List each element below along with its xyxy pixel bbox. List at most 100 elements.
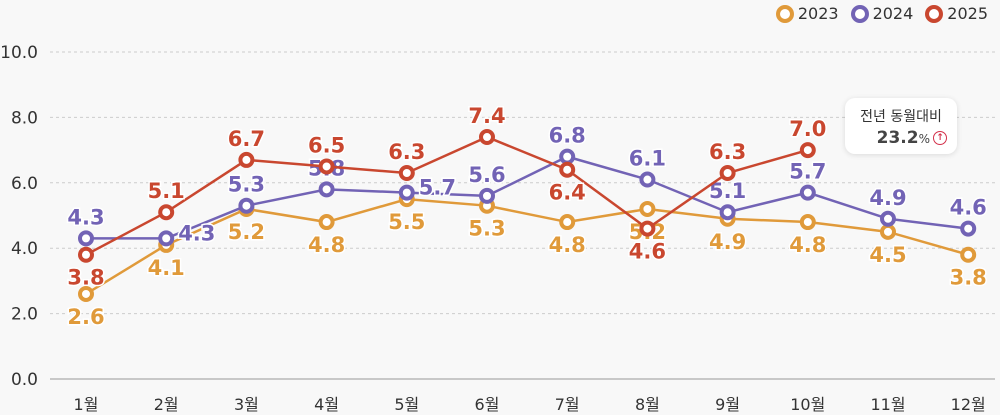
data-label: 6.1: [629, 147, 666, 171]
legend-item-2024[interactable]: 2024: [850, 4, 914, 23]
series-2025: 3.8 5.1 6.7 6.5 6.3 7.4 6.4 4.6 6.3 7.0: [66, 103, 828, 292]
data-label: 4.9: [869, 186, 906, 210]
series-2024: 4.34.35.35.85.75.66.86.15.15.74.94.6: [66, 122, 988, 247]
data-point[interactable]: [639, 220, 656, 237]
data-point[interactable]: [479, 129, 495, 146]
data-point[interactable]: [559, 148, 576, 165]
legend-label: 2025: [947, 4, 988, 23]
data-label: 5.3: [228, 173, 265, 197]
y-tick-label: 10.0: [0, 43, 38, 63]
data-point[interactable]: [318, 158, 335, 175]
y-tick-label: 0.0: [11, 370, 38, 390]
x-tick-label: 8월: [635, 395, 660, 414]
tooltip-value: 23.2% ↑: [877, 128, 947, 148]
data-point[interactable]: [960, 220, 977, 237]
data-point[interactable]: [479, 187, 495, 204]
data-point[interactable]: [559, 214, 576, 231]
data-label: 2.6: [67, 305, 104, 329]
data-label: 5.6: [468, 163, 505, 187]
data-label: 5.2: [228, 220, 265, 244]
arrow-up-circle-icon: ↑: [933, 131, 947, 145]
data-label: 5.1: [148, 179, 185, 203]
data-point[interactable]: [158, 230, 175, 247]
x-tick-label: 9월: [715, 395, 740, 414]
data-label: 4.8: [789, 233, 826, 257]
data-point[interactable]: [559, 161, 576, 178]
legend: 2023 2024 2025: [775, 4, 988, 23]
data-label: 4.8: [308, 233, 345, 257]
data-label: 6.5: [308, 133, 345, 157]
data-label: 4.5: [869, 243, 906, 267]
data-point[interactable]: [78, 246, 94, 263]
data-point[interactable]: [880, 223, 896, 240]
y-tick-label: 6.0: [11, 174, 38, 194]
data-point[interactable]: [799, 184, 816, 201]
data-point[interactable]: [238, 197, 255, 214]
legend-marker-icon: [925, 4, 944, 23]
data-label: 7.0: [789, 117, 826, 141]
tooltip-number: 23.2: [876, 128, 919, 148]
data-label: 4.6: [629, 240, 666, 264]
data-point[interactable]: [639, 200, 656, 217]
legend-label: 2023: [797, 4, 839, 23]
data-label: 5.2: [629, 220, 666, 244]
y-tick-label: 4.0: [11, 239, 38, 259]
data-point[interactable]: [238, 151, 255, 168]
data-label: 5.3: [468, 217, 505, 241]
x-tick-label: 12월: [951, 395, 986, 414]
legend-item-2025[interactable]: 2025: [925, 4, 988, 23]
data-label: 4.1: [148, 256, 185, 280]
yoy-tooltip: 전년 동월대비 23.2% ↑: [845, 98, 957, 154]
series-2023: 2.6 4.1 5.2 4.8 5.5 5.3 4.8 5.2 4.9 4.8 4.5 3.8: [66, 191, 988, 330]
data-point[interactable]: [78, 230, 94, 247]
data-point[interactable]: [158, 204, 175, 221]
x-tick-label: 3월: [234, 395, 259, 414]
x-tick-label: 6월: [475, 395, 500, 414]
data-label: 5.7: [789, 160, 826, 184]
data-label: 6.8: [549, 124, 586, 148]
x-tick-label: 5월: [394, 395, 419, 414]
data-label: 4.8: [549, 233, 586, 257]
data-point[interactable]: [639, 171, 656, 188]
data-label: 3.8: [67, 266, 104, 290]
tooltip-title: 전년 동월대비: [860, 109, 942, 125]
data-point[interactable]: [799, 214, 816, 231]
y-tick-label: 2.0: [11, 305, 38, 325]
legend-item-2023[interactable]: 2023: [775, 4, 839, 23]
data-point[interactable]: [799, 142, 816, 159]
data-label: 3.8: [950, 266, 987, 290]
y-tick-label: 8.0: [11, 108, 38, 128]
x-tick-label: 1월: [74, 395, 99, 414]
data-label: 4.3: [178, 221, 215, 245]
legend-label: 2024: [872, 4, 914, 23]
data-label: 4.6: [950, 196, 987, 220]
data-label: 5.7: [419, 176, 456, 200]
data-point[interactable]: [719, 204, 736, 221]
legend-marker-icon: [775, 4, 794, 23]
data-point[interactable]: [960, 246, 977, 263]
series-line: [85, 135, 809, 256]
data-point[interactable]: [719, 164, 736, 181]
data-label: 4.3: [67, 205, 104, 229]
data-point[interactable]: [318, 214, 335, 231]
data-point[interactable]: [880, 210, 896, 227]
data-point[interactable]: [398, 164, 415, 181]
x-tick-label: 11월: [870, 395, 905, 414]
data-label: 6.4: [549, 181, 586, 205]
data-point[interactable]: [398, 184, 415, 201]
x-tick-label: 10월: [790, 395, 825, 414]
data-label: 7.4: [468, 104, 505, 128]
data-label: 6.3: [709, 140, 746, 164]
x-tick-label: 4월: [314, 395, 339, 414]
series-line: [85, 197, 969, 296]
data-point[interactable]: [318, 181, 335, 198]
data-point[interactable]: [78, 285, 94, 302]
tooltip-unit: %: [918, 132, 930, 146]
x-tick-label: 2월: [154, 395, 179, 414]
data-label: 5.5: [388, 210, 425, 234]
data-label: 6.3: [388, 140, 425, 164]
data-label: 4.9: [709, 230, 746, 254]
series-line: [86, 155, 969, 240]
